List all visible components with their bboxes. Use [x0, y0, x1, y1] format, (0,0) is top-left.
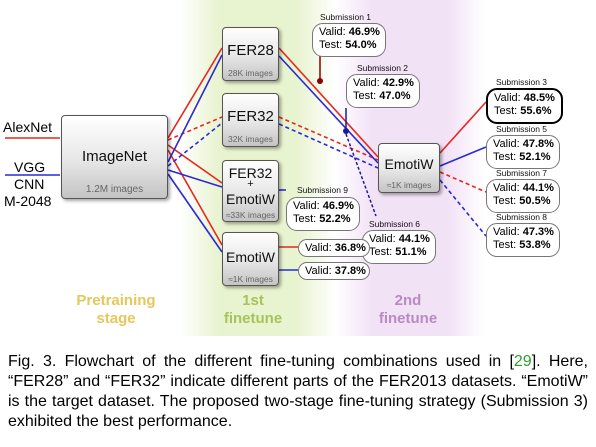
node-fer32-emotiw-title-1: FER32 — [228, 165, 273, 181]
edge-emotiw2-sub8-blue — [439, 179, 487, 237]
node-imagenet-sub: 1.2M images — [85, 184, 144, 195]
node-fer32-emotiw-title-2: + — [247, 178, 254, 190]
edge-fer28-emotiw2-red — [278, 47, 379, 158]
input-vgg-line-2: CNN — [14, 176, 45, 192]
input-vgg-line-3: M-2048 — [4, 193, 52, 209]
input-vgg-line-1: VGG — [14, 159, 46, 175]
node-emotiw-second-sub: ≈1K images — [386, 180, 432, 190]
edge-fer28-emotiw2-blue — [278, 55, 379, 164]
edge-emotiw2-sub7-red — [439, 171, 487, 193]
edge-emotiw2-sub5-blue — [439, 146, 487, 167]
edge-imagenet-emotiw-red — [167, 149, 223, 246]
submission-6-label: Submission 6 — [369, 219, 421, 229]
submission-3-result: Valid: 48.5% Test: 55.6% — [486, 88, 563, 124]
stage-label-pretraining: Pretraining stage — [76, 292, 156, 327]
node-fer32-title: FER32 — [227, 108, 274, 125]
submission-7-result: Valid: 44.1% Test: 50.5% — [486, 179, 560, 213]
submission-2-label: Submission 2 — [357, 63, 409, 73]
node-fer32-emotiw-sub: ≈33K images — [225, 210, 276, 220]
node-emotiw-second-title: EmotiW — [384, 156, 434, 172]
node-fer32: FER32 32K images — [222, 93, 279, 147]
stage-label-second-finetune: 2nd finetune — [378, 292, 438, 327]
submission-9-result: Valid: 46.9% Test: 52.2% — [286, 197, 360, 231]
edges-layer — [5, 47, 487, 271]
edge-imagenet-fer32emotiw-red — [167, 144, 223, 184]
node-fer32-emotiw-title-3: EmotiW — [226, 191, 275, 207]
direct-result-blue: Valid: 37.8% — [298, 262, 370, 280]
submission-1-result: Valid: 46.9% Test: 54.0% — [312, 23, 386, 57]
submission-5-result: Valid: 47.8% Test: 52.1% — [486, 135, 560, 169]
edge-imagenet-fer28-blue — [167, 54, 223, 163]
caption-text-1: Fig. 3. Flowchart of the different fine-… — [8, 353, 514, 370]
node-imagenet-title: ImageNet — [81, 148, 148, 165]
submission-8-result: Valid: 47.3% Test: 53.8% — [486, 223, 560, 257]
pointer-sub2-dot — [343, 128, 349, 134]
edge-imagenet-emotiw-blue — [167, 173, 223, 253]
submission-3-label: Submission 3 — [496, 77, 548, 87]
node-imagenet: ImageNet 1.2M images — [61, 115, 168, 199]
node-fer32-sub: 32K images — [228, 134, 273, 144]
direct-result-red: Valid: 36.8% — [298, 239, 370, 257]
submission-9-label: Submission 9 — [297, 185, 349, 195]
node-fer28-title: FER28 — [227, 42, 274, 59]
node-emotiw-second: EmotiW ≈1K images — [378, 143, 440, 193]
edge-imagenet-fer32-blue — [167, 122, 223, 167]
caption-text-2: ]. Here, “FER28” and “FER32” indicate di… — [8, 353, 589, 430]
pointer-sub1-dot — [317, 78, 323, 84]
node-emotiw-first-sub: ≈1K images — [228, 274, 273, 284]
node-emotiw-first: EmotiW ≈1K images — [222, 232, 279, 286]
edge-imagenet-fer28-red — [167, 47, 223, 139]
edge-emotiw2-sub3-red — [439, 101, 487, 154]
flowchart-figure: AlexNet VGG CNN M-2048 ImageNet 1.2M ima… — [3, 0, 563, 336]
edge-imagenet-fer32-red — [167, 116, 223, 141]
stage-label-first-finetune: 1st finetune — [223, 292, 283, 327]
pointer-sub6 — [345, 133, 377, 217]
submission-6-result: Valid: 44.1% Test: 51.1% — [362, 230, 436, 264]
input-alexnet: AlexNet — [3, 119, 53, 135]
edge-fer32-emotiw2-red — [278, 116, 379, 161]
submission-2-result: Valid: 42.9% Test: 47.0% — [346, 74, 420, 108]
submission-5-label: Submission 5 — [496, 124, 548, 134]
edge-imagenet-fer32emotiw-blue — [167, 169, 223, 188]
submission-8-label: Submission 8 — [496, 212, 548, 222]
node-fer32-emotiw: FER32 + EmotiW ≈33K images — [222, 160, 279, 222]
submission-7-label: Submission 7 — [496, 168, 548, 178]
node-fer28-sub: 28K images — [228, 68, 273, 78]
submission-1-label: Submission 1 — [320, 12, 372, 22]
node-fer28: FER28 28K images — [222, 27, 279, 81]
caption-reference-link[interactable]: 29 — [513, 353, 532, 370]
figure-caption: Fig. 3. Flowchart of the different fine-… — [8, 352, 588, 432]
node-emotiw-first-title: EmotiW — [226, 249, 275, 265]
